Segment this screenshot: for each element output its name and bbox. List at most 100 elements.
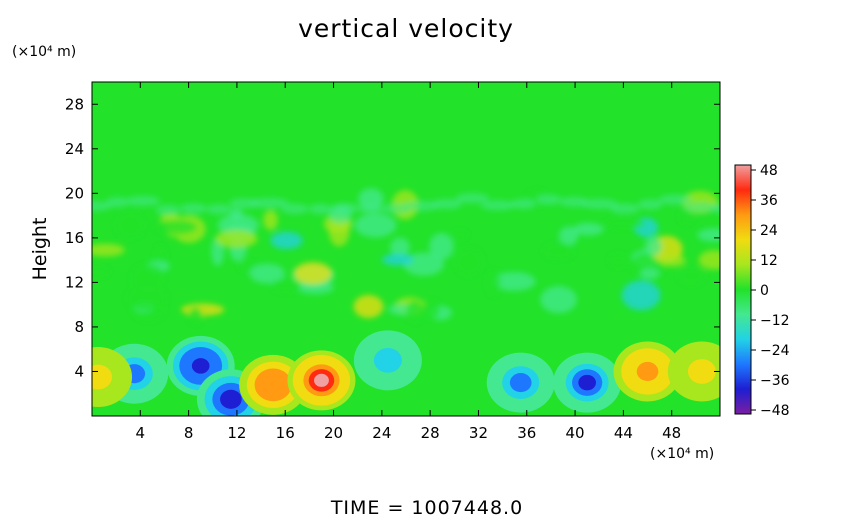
y-tick-label: 8: [74, 318, 84, 336]
colorbar-label: −36: [760, 373, 790, 389]
contour-ring: [373, 347, 402, 373]
x-tick-label: 16: [276, 424, 295, 442]
turbulence-blob: [92, 265, 110, 278]
velocity-cell: [667, 341, 720, 402]
plot-frame: [91, 81, 721, 417]
turbulence-blob: [431, 198, 463, 209]
turbulence-blob: [480, 200, 516, 211]
x-axis-unit: (×10⁴ m): [650, 446, 715, 462]
y-tick-label: 28: [65, 95, 84, 113]
velocity-cell: [613, 341, 682, 402]
turbulence-blob: [357, 203, 385, 214]
velocity-cell: [287, 350, 356, 411]
plot-area: [92, 82, 720, 416]
contour-ring: [578, 374, 596, 391]
x-tick-label: 36: [517, 424, 536, 442]
colorbar: 48 36 24 12 0 −12 −24 −36 −48: [734, 163, 790, 419]
turbulence-blob: [308, 203, 332, 214]
turbulence-blob: [677, 266, 706, 286]
velocity-features: [92, 330, 720, 416]
x-tick-label: 32: [469, 424, 488, 442]
velocity-cell: [92, 347, 133, 408]
turbulence-blob: [249, 263, 285, 284]
turbulence-blob: [580, 198, 618, 209]
x-tick-label: 40: [566, 424, 585, 442]
x-tick-label: 44: [614, 424, 633, 442]
turbulence-blob: [92, 243, 125, 257]
turbulence-blob: [429, 233, 454, 260]
turbulence-blob: [217, 214, 259, 237]
velocity-cell: [553, 352, 622, 413]
contour-ring: [509, 373, 532, 393]
velocity-cell: [486, 352, 555, 413]
turbulence-blob: [403, 200, 440, 211]
colorbar-label: 24: [760, 223, 778, 239]
turbulence-blob: [206, 204, 232, 215]
turbulence-blob: [270, 278, 302, 294]
turbulence-blob: [180, 203, 207, 214]
turbulence-blob: [353, 295, 384, 319]
turbulence-blob: [540, 286, 577, 314]
contour-ring: [191, 358, 210, 374]
turbulence-blob: [698, 250, 720, 270]
contour-ring: [220, 389, 242, 409]
turbulence-blob: [678, 210, 694, 225]
turbulence-blob: [455, 193, 490, 204]
colorbar-label: 0: [760, 283, 769, 299]
y-tick-label: 4: [74, 362, 84, 380]
colorbar-gradient: [734, 164, 752, 415]
colorbar-label: 12: [760, 253, 778, 269]
x-tick-label: 28: [421, 424, 440, 442]
colorbar-label: −48: [760, 403, 790, 419]
turbulence-blob: [697, 228, 720, 242]
y-axis-unit: (×10⁴ m): [12, 44, 77, 60]
contour-ring: [314, 373, 329, 387]
time-readout: TIME = 1007448.0: [330, 497, 524, 519]
turbulence-blob: [711, 204, 720, 214]
turbulence-blob: [535, 194, 562, 205]
x-tick-label: 12: [227, 424, 246, 442]
turbulence-blob: [281, 203, 309, 214]
colorbar-label: 48: [760, 163, 778, 179]
turbulence-blob: [358, 188, 384, 210]
y-tick-label: 24: [65, 140, 84, 158]
contour-ring: [92, 364, 113, 390]
contour-ring: [636, 361, 659, 382]
colorbar-label: −12: [760, 313, 790, 329]
turbulence-blob: [604, 218, 646, 230]
turbulence-blob: [658, 194, 693, 205]
x-tick-label: 4: [136, 424, 146, 442]
turbulence-blob: [452, 229, 468, 240]
turbulence-blob: [644, 236, 663, 257]
turbulence-blob: [659, 254, 686, 267]
y-tick-label: 16: [65, 229, 84, 247]
turbulence-blob: [105, 197, 129, 208]
colorbar-label: −24: [760, 343, 790, 359]
turbulence-blob: [572, 222, 604, 236]
chart-title: vertical velocity: [298, 14, 514, 43]
colorbar-label: 36: [760, 193, 778, 209]
y-tick-label: 12: [65, 273, 84, 291]
velocity-cell: [353, 330, 422, 391]
turbulence-blob: [454, 247, 484, 277]
turbulence-blob: [390, 237, 410, 257]
y-axis: 4 8 12 16 20 24 28: [65, 95, 720, 380]
turbulence-blob: [130, 263, 165, 294]
turbulence-blob: [115, 210, 145, 239]
turbulence-blob: [382, 203, 411, 214]
turbulence-blob: [492, 271, 536, 291]
turbulence-blob: [215, 230, 258, 248]
turbulence-blob: [154, 219, 198, 235]
turbulence-blob: [228, 198, 260, 209]
x-tick-label: 48: [662, 424, 681, 442]
turbulence-blob: [125, 285, 168, 312]
turbulence-blob: [637, 199, 663, 210]
turbulence-blob: [621, 280, 661, 311]
turbulence-blob: [125, 195, 160, 206]
turbulence-blob: [422, 299, 440, 320]
turbulence-blob: [263, 210, 278, 231]
turbulence-blob: [332, 203, 359, 214]
x-axis: 4 8 12 16 20 24 28 32 36 40 44 48: [136, 82, 681, 442]
turbulence-blob: [293, 262, 332, 285]
